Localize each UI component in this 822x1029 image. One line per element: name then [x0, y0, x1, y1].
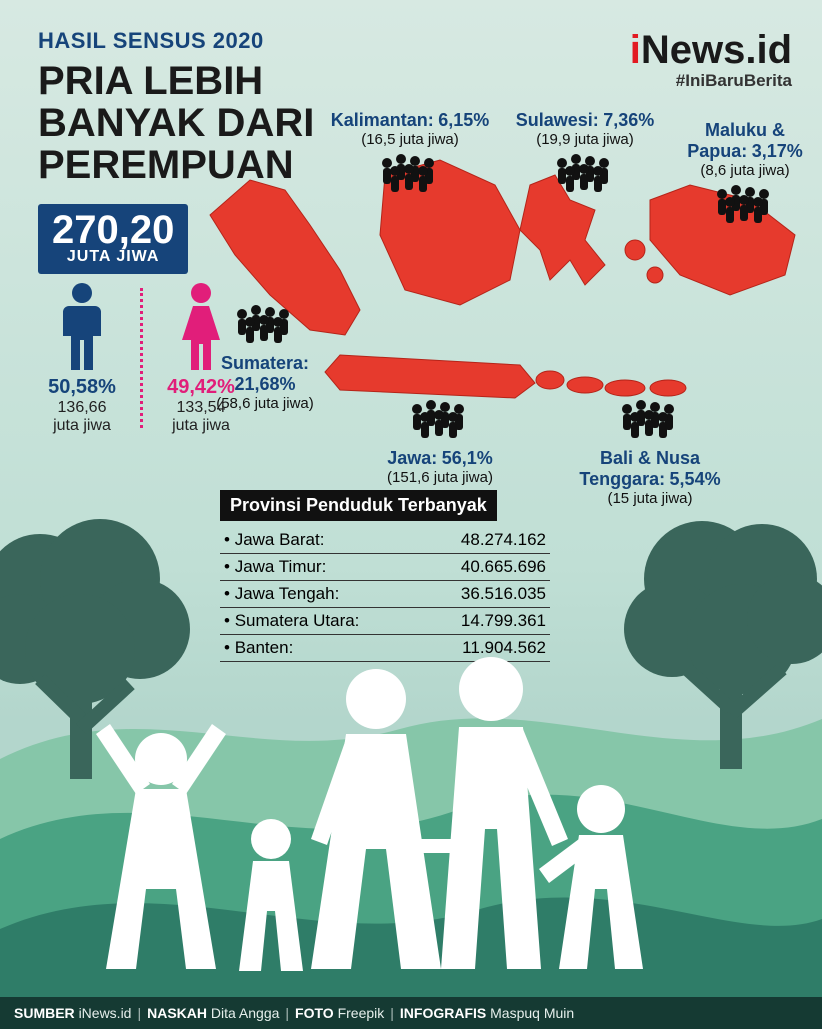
main-title: PRIA LEBIH BANYAK DARI PEREMPUAN: [38, 60, 314, 186]
title-line-2: BANYAK DARI: [38, 101, 314, 145]
prov-name: Jawa Tengah:: [220, 581, 420, 608]
footer-v4: Maspuq Muin: [490, 1005, 574, 1021]
region-name: Jawa:: [387, 448, 437, 468]
logo-prefix: i: [630, 28, 641, 72]
family-silhouette-illustration: [91, 629, 731, 989]
prov-value: 40.665.696: [420, 554, 550, 581]
prov-name: Jawa Timur:: [220, 554, 420, 581]
footer-k2: NASKAH: [147, 1005, 207, 1021]
gender-divider: [140, 288, 143, 428]
region-pct: 5,54%: [670, 469, 721, 489]
male-percent: 50,58%: [38, 376, 126, 399]
footer-k1: SUMBER: [14, 1005, 75, 1021]
male-icon: [56, 282, 108, 372]
prov-value: 48.274.162: [420, 527, 550, 554]
region-pct: 56,1%: [442, 448, 493, 468]
title-line-3: PEREMPUAN: [38, 143, 294, 187]
male-unit: juta jiwa: [38, 417, 126, 435]
footer-k4: INFOGRAFIS: [400, 1005, 486, 1021]
prov-value: 36.516.035: [420, 581, 550, 608]
male-column: 50,58% 136,66 juta jiwa: [38, 282, 126, 434]
total-unit: JUTA JIWA: [52, 248, 174, 266]
table-row: Jawa Timur:40.665.696: [220, 554, 550, 581]
total-value: 270,20: [52, 210, 174, 250]
footer-v2: Dita Angga: [211, 1005, 280, 1021]
prov-name: Jawa Barat:: [220, 527, 420, 554]
female-icon: [175, 282, 227, 372]
table-row: Jawa Barat:48.274.162: [220, 527, 550, 554]
total-population-badge: 270,20 JUTA JIWA: [38, 204, 188, 274]
table-title: Provinsi Penduduk Terbanyak: [220, 490, 497, 521]
gender-split: 50,58% 136,66 juta jiwa 49,42% 133,54 ju…: [38, 282, 822, 434]
female-column: 49,42% 133,54 juta jiwa: [157, 282, 245, 434]
title-line-1: PRIA LEBIH: [38, 59, 263, 103]
region-name-l1: Bali & Nusa: [600, 448, 700, 468]
male-value: 136,66: [38, 399, 126, 417]
table-row: Jawa Tengah:36.516.035: [220, 581, 550, 608]
female-percent: 49,42%: [157, 376, 245, 399]
female-value: 133,54: [157, 399, 245, 417]
region-pop: (151,6 juta jiwa): [387, 469, 493, 486]
region-pop: (15 juta jiwa): [607, 490, 692, 507]
kicker-text: HASIL SENSUS 2020: [38, 28, 314, 54]
logo-rest: News.id: [641, 28, 792, 72]
footer-v3: Freepik: [338, 1005, 385, 1021]
region-name-l2: Tenggara:: [579, 469, 665, 489]
brand-logo: iNews.id #IniBaruBerita: [630, 28, 792, 91]
footer-k3: FOTO: [295, 1005, 334, 1021]
footer-v1: iNews.id: [79, 1005, 132, 1021]
footer-credits: SUMBER iNews.id | NASKAH Dita Angga | FO…: [0, 997, 822, 1029]
logo-hashtag: #IniBaruBerita: [630, 71, 792, 91]
female-unit: juta jiwa: [157, 417, 245, 435]
